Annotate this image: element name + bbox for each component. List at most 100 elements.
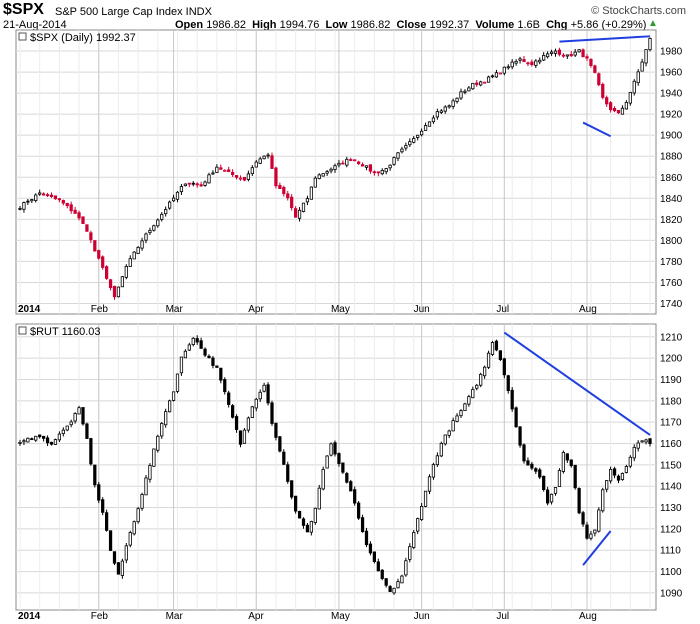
rut-candle-body	[384, 578, 388, 586]
rut-candle-body	[498, 350, 502, 360]
spx-candle-body	[301, 202, 306, 212]
rut-candle-body	[223, 379, 227, 393]
rut-candle-body	[427, 476, 432, 492]
spx-candle-body	[305, 198, 310, 203]
spx-y-tick-label: 1860	[660, 173, 683, 184]
spx-candle-body	[203, 181, 207, 186]
spx-candle-body	[357, 161, 361, 165]
rut-candle-body	[183, 350, 187, 359]
spx-candle-body	[219, 167, 223, 170]
spx-candle-body	[65, 202, 69, 207]
chg-value: +5.86 (+0.29%)	[570, 19, 647, 31]
rut-candle-body	[530, 463, 534, 469]
rut-candle-body	[38, 434, 42, 438]
rut-candle-body	[494, 340, 499, 351]
rut-candle-body	[620, 472, 625, 480]
rut-candle-body	[148, 465, 152, 480]
spx-trendline	[582, 121, 612, 138]
rut-candle-body	[522, 444, 526, 462]
rut-y-tick-label: 1100	[660, 567, 682, 578]
rut-candle-body	[565, 453, 569, 461]
rut-candle-body	[447, 430, 451, 436]
spx-candle-body	[242, 176, 247, 181]
rut-candle-body	[451, 420, 455, 432]
rut-candle-body	[585, 524, 589, 539]
rut-candle-body	[459, 410, 463, 417]
spx-candle-body	[601, 83, 605, 98]
spx-candle-body	[140, 240, 144, 249]
spx-x-tick-label: May	[331, 304, 350, 315]
rut-candle-body	[156, 435, 160, 451]
rut-candle-body	[573, 464, 577, 489]
spx-candle-body	[266, 154, 270, 157]
rut-candle-body	[345, 473, 349, 483]
rut-candle-body	[242, 429, 247, 444]
rut-candle-body	[191, 337, 195, 345]
spx-candle-body	[73, 209, 77, 214]
rut-candle-body	[160, 423, 164, 437]
spx-candle-body	[160, 213, 164, 220]
rut-candle-body	[325, 455, 329, 469]
spx-candle-body	[34, 194, 38, 201]
spx-candle-body	[191, 182, 195, 185]
rut-candle-body	[392, 587, 396, 594]
spx-candle-body	[93, 240, 97, 252]
spx-y-tick-label: 1800	[660, 236, 683, 247]
rut-candle-body	[388, 586, 392, 592]
rut-candle-body	[116, 562, 121, 575]
up-triangle-icon: ▲	[648, 18, 658, 29]
rut-candle-body	[648, 438, 652, 444]
spx-candle-body	[290, 196, 294, 209]
spx-candle-body	[329, 168, 333, 172]
spx-candle-body	[333, 165, 337, 170]
spx-candle-body	[490, 75, 495, 78]
spx-candle-body	[246, 173, 250, 180]
close-value: 1992.37	[429, 19, 470, 31]
spx-series-label: $SPX (Daily) 1992.37	[30, 32, 136, 44]
spx-candle-body	[97, 250, 101, 259]
rut-plot-frame	[15, 323, 657, 611]
spx-x-tick-label: Jun	[414, 304, 430, 315]
spx-candle-body	[471, 82, 475, 90]
spx-candle-body	[234, 175, 239, 178]
spx-candle-body	[620, 107, 625, 115]
spx-candle-body	[506, 66, 510, 69]
rut-candle-body	[53, 439, 58, 445]
rut-candle-body	[132, 521, 136, 535]
spx-candle-body	[412, 138, 416, 143]
spx-candle-body	[101, 256, 105, 268]
spx-candle-body	[479, 81, 483, 86]
rut-y-tick-label: 1170	[660, 418, 682, 429]
ticker-symbol: $SPX	[3, 1, 44, 18]
rut-candle-body	[136, 508, 140, 523]
spx-candle-body	[341, 162, 345, 165]
rut-candle-body	[120, 560, 124, 576]
rut-candle-body	[455, 415, 459, 422]
rut-candle-body	[553, 487, 558, 494]
rut-y-tick-label: 1110	[660, 546, 681, 557]
rut-candle-body	[353, 489, 357, 504]
rut-candle-body	[329, 443, 333, 456]
rut-candle-body	[628, 456, 632, 467]
high-label: High	[252, 19, 277, 31]
rut-candle-body	[234, 416, 239, 430]
spx-candle-body	[609, 102, 613, 111]
rut-candle-body	[140, 494, 144, 509]
spx-candle-body	[282, 187, 286, 195]
rut-candle-body	[490, 342, 495, 355]
spx-candle-body	[49, 194, 54, 197]
spx-candle-body	[546, 53, 550, 58]
spx-candle-body	[648, 38, 652, 51]
rut-candle-body	[26, 437, 30, 443]
rut-candle-body	[475, 384, 479, 389]
spx-candle-body	[156, 219, 160, 227]
rut-y-tick-label: 1180	[660, 396, 682, 407]
spx-candle-body	[538, 59, 542, 63]
open-value: 1986.82	[206, 19, 246, 31]
rut-candle-body	[423, 490, 428, 507]
rut-candle-body	[168, 400, 172, 413]
rut-y-tick-label: 1190	[660, 375, 682, 386]
spx-candle-body	[597, 73, 601, 86]
spx-candle-body	[542, 54, 546, 61]
rut-candle-body	[443, 434, 447, 445]
